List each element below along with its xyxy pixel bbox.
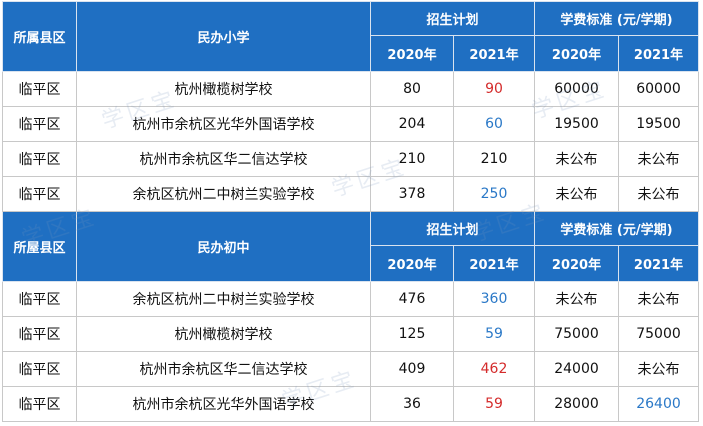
enroll-2020-cell: 378 <box>370 176 454 212</box>
tuition-2021-cell: 未公布 <box>618 281 699 317</box>
category-header: 民办小学 <box>76 1 371 72</box>
middle-school-rows: 临平区 余杭区杭州二中树兰实验学校 476 360 未公布 未公布 临平区 杭州橄榄树学校 12… <box>2 281 699 422</box>
school-name-cell: 杭州市余杭区光华外国语学校 <box>76 106 371 142</box>
school-name-cell: 杭州市余杭区光华外国语学校 <box>76 386 371 422</box>
enroll-2020-cell: 210 <box>370 141 454 177</box>
enroll-plan-header: 招生计划 <box>370 211 535 246</box>
county-cell: 临平区 <box>2 351 77 387</box>
tuition-2020-cell: 未公布 <box>534 281 619 317</box>
table-row: 临平区 杭州橄榄树学校 80 90 60000 60000 <box>2 71 699 107</box>
county-cell: 临平区 <box>2 176 77 212</box>
year-header: 2020年 <box>370 35 454 72</box>
county-cell: 临平区 <box>2 106 77 142</box>
tuition-header: 学费标准 (元/学期) <box>534 211 699 246</box>
table-row: 临平区 杭州市余杭区华二信达学校 210 210 未公布 未公布 <box>2 141 699 177</box>
year-header: 2021年 <box>453 35 535 72</box>
school-name-cell: 余杭区杭州二中树兰实验学校 <box>76 176 371 212</box>
school-name-cell: 杭州橄榄树学校 <box>76 316 371 352</box>
tuition-2021-cell: 未公布 <box>618 176 699 212</box>
school-name-cell: 余杭区杭州二中树兰实验学校 <box>76 281 371 317</box>
county-cell: 临平区 <box>2 316 77 352</box>
county-header: 所屋县区 <box>2 211 77 282</box>
school-name-cell: 杭州市余杭区华二信达学校 <box>76 141 371 177</box>
tuition-2021-cell: 未公布 <box>618 141 699 177</box>
enroll-2021-cell: 60 <box>453 106 535 142</box>
enroll-2020-cell: 204 <box>370 106 454 142</box>
year-header: 2021年 <box>453 245 535 282</box>
enroll-2021-cell: 250 <box>453 176 535 212</box>
enroll-2020-cell: 409 <box>370 351 454 387</box>
year-header: 2020年 <box>534 35 619 72</box>
primary-school-rows: 临平区 杭州橄榄树学校 80 90 60000 60000 临平区 杭州市余杭区光华外国语学校… <box>2 71 699 212</box>
tuition-2020-cell: 60000 <box>534 71 619 107</box>
table-row: 临平区 杭州橄榄树学校 125 59 75000 75000 <box>2 316 699 352</box>
tuition-2020-cell: 未公布 <box>534 141 619 177</box>
enroll-2020-cell: 36 <box>370 386 454 422</box>
enroll-2021-cell: 462 <box>453 351 535 387</box>
tuition-2020-cell: 未公布 <box>534 176 619 212</box>
year-header-row: 2020年 2021年 2020年 2021年 <box>3 35 699 72</box>
table-row: 临平区 余杭区杭州二中树兰实验学校 378 250 未公布 未公布 <box>2 176 699 212</box>
year-header-row: 2020年 2021年 2020年 2021年 <box>3 245 699 282</box>
tuition-2020-cell: 28000 <box>534 386 619 422</box>
table-row: 临平区 杭州市余杭区光华外国语学校 36 59 28000 26400 <box>2 386 699 422</box>
year-header: 2020年 <box>370 245 454 282</box>
tuition-header: 学费标准 (元/学期) <box>534 1 699 36</box>
table-row: 临平区 余杭区杭州二中树兰实验学校 476 360 未公布 未公布 <box>2 281 699 317</box>
enroll-2021-cell: 59 <box>453 386 535 422</box>
table-row: 临平区 杭州市余杭区光华外国语学校 204 60 19500 19500 <box>2 106 699 142</box>
enroll-plan-header: 招生计划 <box>370 1 535 36</box>
tuition-2021-cell: 60000 <box>618 71 699 107</box>
tuition-2020-cell: 24000 <box>534 351 619 387</box>
county-header: 所属县区 <box>2 1 77 72</box>
county-cell: 临平区 <box>2 386 77 422</box>
enroll-2020-cell: 476 <box>370 281 454 317</box>
year-header: 2020年 <box>534 245 619 282</box>
tuition-2020-cell: 75000 <box>534 316 619 352</box>
enroll-2020-cell: 125 <box>370 316 454 352</box>
enroll-2021-cell: 90 <box>453 71 535 107</box>
enroll-2021-cell: 59 <box>453 316 535 352</box>
school-name-cell: 杭州市余杭区华二信达学校 <box>76 351 371 387</box>
section-header-row: 所属县区 民办小学 招生计划 学费标准 (元/学期) <box>2 1 699 72</box>
school-table: 所属县区 民办小学 招生计划 学费标准 (元/学期) 2020年 2021年 2… <box>2 1 699 422</box>
school-name-cell: 杭州橄榄树学校 <box>76 71 371 107</box>
enroll-2021-cell: 210 <box>453 141 535 177</box>
year-header: 2021年 <box>618 245 699 282</box>
tuition-2021-cell: 未公布 <box>618 351 699 387</box>
tuition-2021-cell: 75000 <box>618 316 699 352</box>
county-cell: 临平区 <box>2 141 77 177</box>
year-header: 2021年 <box>618 35 699 72</box>
tuition-2020-cell: 19500 <box>534 106 619 142</box>
enroll-2021-cell: 360 <box>453 281 535 317</box>
category-header: 民办初中 <box>76 211 371 282</box>
section-header-row: 所屋县区 民办初中 招生计划 学费标准 (元/学期) <box>2 211 699 282</box>
tuition-2021-cell: 26400 <box>618 386 699 422</box>
tuition-2021-cell: 19500 <box>618 106 699 142</box>
enroll-2020-cell: 80 <box>370 71 454 107</box>
table-row: 临平区 杭州市余杭区华二信达学校 409 462 24000 未公布 <box>2 351 699 387</box>
county-cell: 临平区 <box>2 71 77 107</box>
county-cell: 临平区 <box>2 281 77 317</box>
